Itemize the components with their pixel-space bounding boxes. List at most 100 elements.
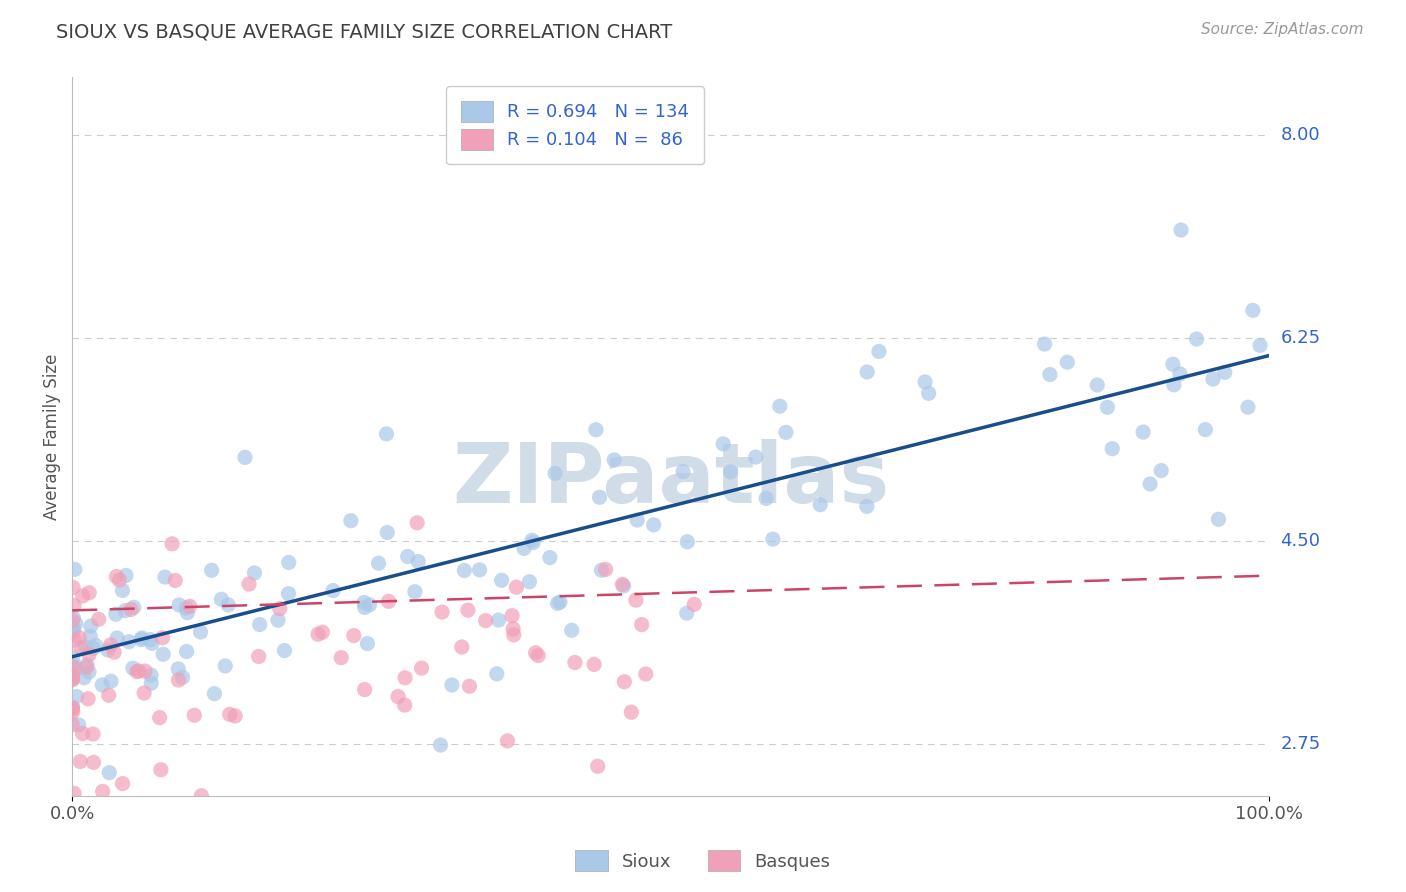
Point [134,664,156,678]
Point [62,611,84,625]
Point [152,647,174,661]
Point [218,707,240,722]
Point [62,705,84,719]
Point [1241,303,1264,318]
Point [330,650,353,665]
Point [249,617,271,632]
Point [591,563,613,577]
Point [62,581,84,595]
Point [247,649,270,664]
Point [1163,377,1185,392]
Point [67,631,90,645]
Point [720,465,742,479]
Text: 4.50: 4.50 [1281,532,1320,549]
Point [1039,368,1062,382]
Point [744,450,766,464]
Point [73,671,96,685]
Point [561,624,583,638]
Point [120,602,142,616]
Point [269,601,291,615]
Point [340,514,363,528]
Point [356,636,378,650]
Point [62,700,84,714]
Point [522,535,544,549]
Y-axis label: Average Family Size: Average Family Size [44,353,60,520]
Point [233,450,256,465]
Point [167,598,190,612]
Point [84,639,107,653]
Point [353,682,375,697]
Point [87,612,110,626]
Point [179,599,201,614]
Point [98,765,121,780]
Legend: R = 0.694   N = 134, R = 0.104   N =  86: R = 0.694 N = 134, R = 0.104 N = 86 [446,87,704,164]
Point [1168,367,1191,381]
Point [63,599,86,613]
Point [524,646,547,660]
Point [97,688,120,702]
Point [411,661,433,675]
Point [62,673,84,687]
Point [65,662,87,676]
Point [1085,378,1108,392]
Point [453,564,475,578]
Point [60,621,83,635]
Point [128,664,150,678]
Point [76,657,98,672]
Point [141,636,163,650]
Point [67,718,90,732]
Point [1139,477,1161,491]
Point [1194,423,1216,437]
Point [491,574,513,588]
Point [267,613,290,627]
Point [277,587,299,601]
Point [1237,401,1260,415]
Point [502,628,524,642]
Point [125,665,148,679]
Point [62,667,84,681]
Point [775,425,797,440]
Point [77,585,100,599]
Point [683,598,706,612]
Point [359,598,381,612]
Point [153,570,176,584]
Point [485,666,508,681]
Point [122,600,145,615]
Point [204,687,226,701]
Legend: Sioux, Basques: Sioux, Basques [568,843,838,879]
Point [762,532,785,546]
Point [375,426,398,441]
Point [1056,355,1078,369]
Point [711,437,734,451]
Point [769,399,792,413]
Point [167,673,190,687]
Point [62,700,84,714]
Point [62,718,84,732]
Point [105,569,128,583]
Point [149,763,172,777]
Text: 2.75: 2.75 [1281,735,1320,753]
Point [152,631,174,645]
Point [66,690,89,704]
Point [224,709,246,723]
Point [586,759,609,773]
Point [77,691,100,706]
Point [634,667,657,681]
Point [174,601,197,615]
Point [243,566,266,580]
Point [544,467,567,481]
Point [672,465,695,479]
Point [367,556,389,570]
Point [80,619,103,633]
Point [141,676,163,690]
Point [620,705,643,719]
Point [505,580,527,594]
Point [1101,442,1123,456]
Point [1249,338,1271,352]
Point [588,491,610,505]
Point [118,634,141,648]
Point [160,537,183,551]
Point [167,662,190,676]
Point [91,678,114,692]
Point [62,623,84,637]
